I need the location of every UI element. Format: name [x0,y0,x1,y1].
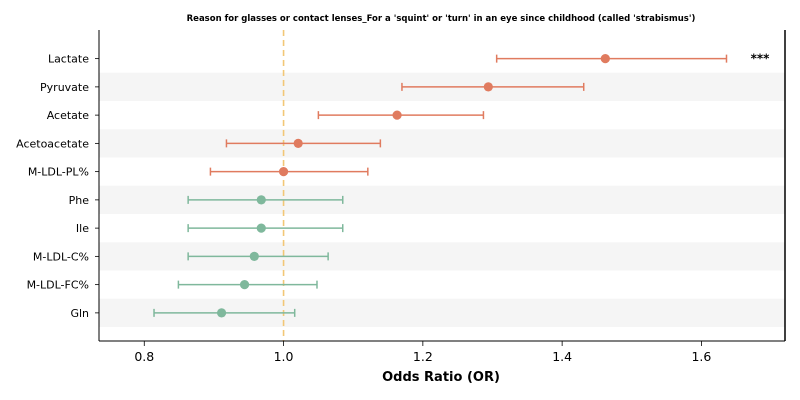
data-marks: *** [153,52,771,318]
plot-frame [98,30,786,342]
x-tick-label: 0.8 [134,349,154,364]
y-tick-label: Acetoacetate [16,137,89,150]
x-axis-label: Odds Ratio (OR) [382,370,500,385]
or-point [216,308,227,318]
y-tick-label: Pyruvate [40,81,89,94]
or-point [392,110,402,120]
significance-annotation: *** [751,52,771,66]
y-tick-label: Phe [69,194,90,207]
x-tick-label: 1.0 [274,349,294,364]
or-point [600,54,610,64]
x-tick-label: 1.2 [413,349,433,364]
or-point [239,280,250,290]
chart-title: Reason for glasses or contact lenses_For… [187,14,696,24]
row-band [99,129,785,158]
or-point [483,82,493,92]
y-tick-label: Acetate [47,109,90,122]
y-tick-label: M-LDL-FC% [27,279,89,292]
y-tick-label: M-LDL-C% [33,250,89,263]
x-tick-label: 1.4 [552,349,572,364]
or-point [293,138,303,148]
x-axis-ticks: 0.8 1.0 1.2 1.4 1.6 [134,341,711,364]
y-tick-label: Gln [70,307,89,320]
y-tick-label: Lactate [48,53,89,66]
y-tick-label: Ile [76,222,89,235]
or-point [278,167,289,177]
or-point [256,223,266,233]
y-tick-label: M-LDL-PL% [28,166,89,179]
or-point [249,251,259,261]
or-point [256,195,266,205]
x-tick-label: 1.6 [691,349,711,364]
y-axis-ticks: Lactate Pyruvate Acetate Acetoacetate M-LDL-… [16,53,99,320]
